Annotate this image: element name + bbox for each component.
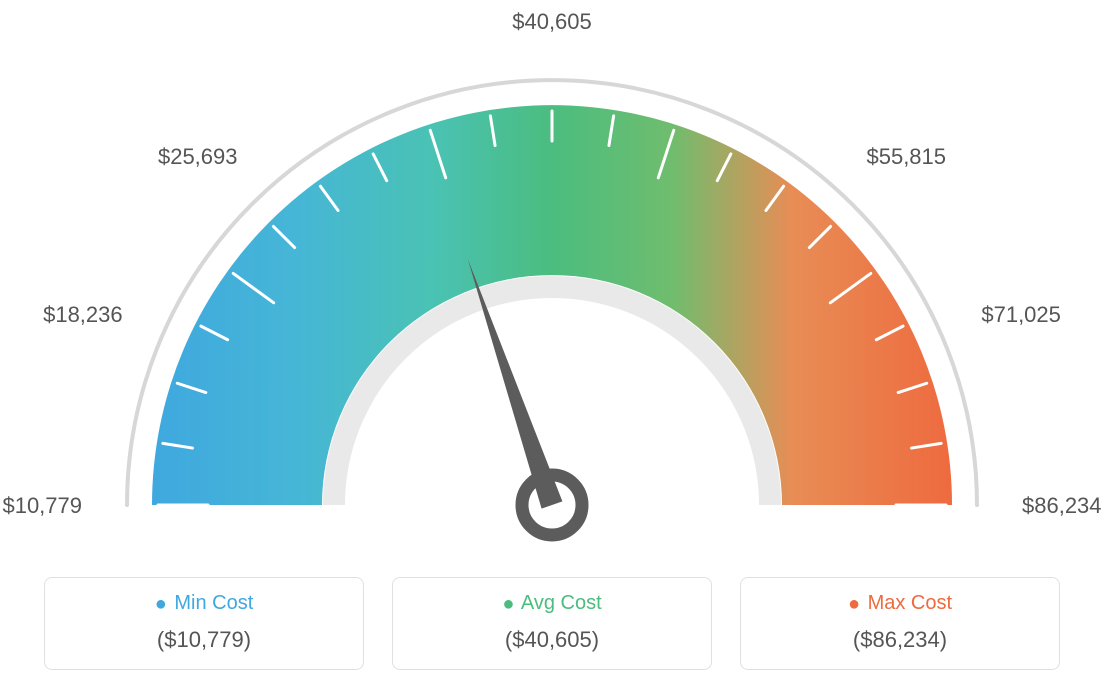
legend-card-avg: ● Avg Cost ($40,605) <box>392 577 712 670</box>
legend-title-avg: ● Avg Cost <box>403 592 701 615</box>
dot-icon: ● <box>502 594 514 614</box>
dot-icon: ● <box>155 594 167 614</box>
scale-label: $55,815 <box>866 144 946 170</box>
legend-row: ● Min Cost ($10,779) ● Avg Cost ($40,605… <box>0 577 1104 670</box>
scale-label: $18,236 <box>28 302 123 328</box>
chart-container: $10,779 $18,236 $25,693 $40,605 $55,815 $71,0… <box>0 0 1104 690</box>
scale-label: $25,693 <box>143 144 238 170</box>
scale-label: $10,779 <box>0 493 82 519</box>
dot-icon: ● <box>848 594 860 614</box>
scale-label: $86,234 <box>1022 493 1102 519</box>
legend-title-text: Min Cost <box>174 592 253 614</box>
legend-value-max: ($86,234) <box>751 627 1049 653</box>
legend-title-text: Max Cost <box>868 592 952 614</box>
legend-card-min: ● Min Cost ($10,779) <box>44 577 364 670</box>
legend-title-text: Avg Cost <box>521 592 602 614</box>
legend-value-avg: ($40,605) <box>403 627 701 653</box>
legend-title-max: ● Max Cost <box>751 592 1049 615</box>
legend-value-min: ($10,779) <box>55 627 353 653</box>
scale-label: $40,605 <box>507 9 597 35</box>
scale-label: $71,025 <box>981 302 1061 328</box>
legend-card-max: ● Max Cost ($86,234) <box>740 577 1060 670</box>
gauge-chart: $10,779 $18,236 $25,693 $40,605 $55,815 $71,0… <box>0 0 1104 560</box>
gauge-svg <box>0 0 1104 560</box>
legend-title-min: ● Min Cost <box>55 592 353 615</box>
